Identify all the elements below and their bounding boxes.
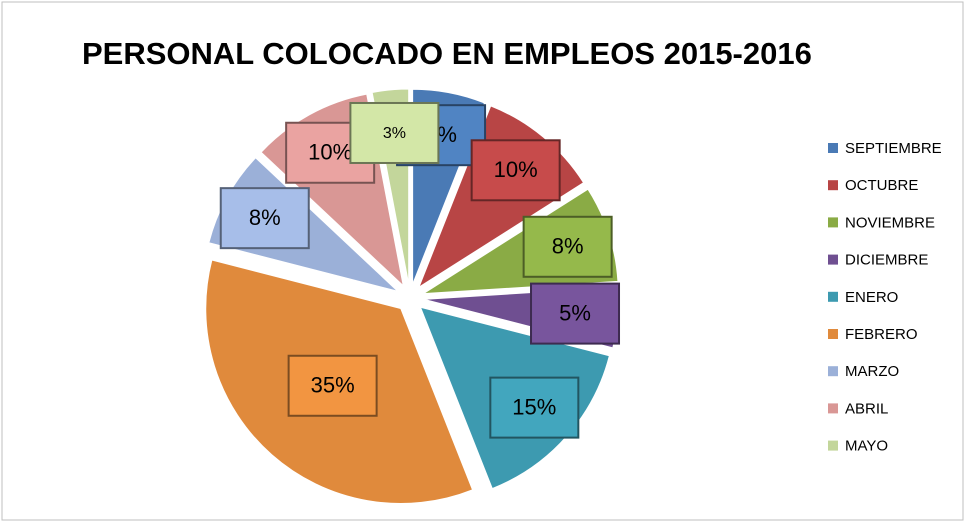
data-label-box — [349, 101, 440, 164]
chart-title: PERSONAL COLOCADO EN EMPLEOS 2015-2016 — [82, 36, 812, 71]
data-label-box — [287, 354, 378, 417]
data-label: 35% — [311, 373, 355, 398]
legend-label: ABRIL — [845, 400, 888, 417]
data-label: 8% — [552, 234, 584, 259]
data-label: 8% — [249, 205, 281, 230]
legend-swatch — [828, 440, 838, 451]
legend-swatch — [828, 254, 838, 265]
data-label: 15% — [512, 394, 556, 419]
legend-label: DICIEMBRE — [845, 252, 928, 269]
legend-swatch — [828, 291, 838, 302]
legend-label: MARZO — [845, 363, 899, 380]
legend-label: OCTUBRE — [845, 177, 918, 194]
legend-label: NOVIEMBRE — [845, 214, 935, 231]
legend-swatch — [828, 329, 838, 339]
legend-label: SEPTIEMBRE — [845, 140, 942, 157]
legend-swatch — [828, 143, 838, 153]
data-label: 3% — [383, 125, 406, 142]
data-label: 10% — [308, 140, 352, 165]
legend-label: ENERO — [845, 289, 898, 306]
legend-label: MAYO — [845, 438, 888, 455]
legend-swatch — [828, 217, 838, 228]
data-label: 10% — [494, 157, 538, 182]
data-label-box — [522, 215, 613, 278]
legend-swatch — [828, 366, 838, 377]
data-label-box — [219, 187, 310, 250]
legend-swatch — [828, 180, 838, 191]
data-label-box — [530, 282, 621, 345]
legend-label: FEBRERO — [845, 326, 918, 343]
legend-swatch — [828, 403, 838, 414]
data-label: 5% — [559, 300, 591, 325]
data-label-box — [489, 376, 580, 439]
data-label-box — [470, 139, 561, 202]
